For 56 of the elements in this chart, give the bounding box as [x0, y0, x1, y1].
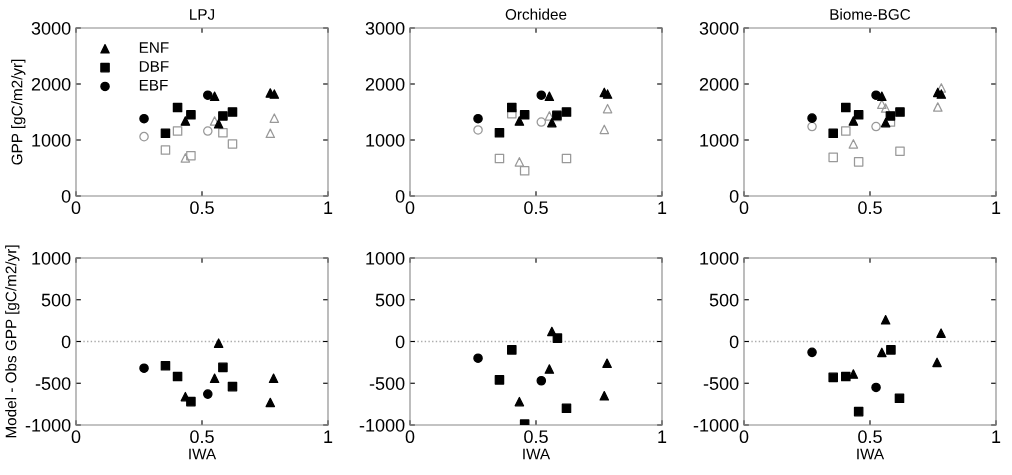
y-tick-label: 2000 — [365, 77, 405, 91]
y-tick-label: 1000 — [32, 251, 71, 265]
x-tick-label: 1 — [324, 430, 333, 443]
x-tick-label: 1 — [324, 201, 333, 214]
y-tick-label: -1000 — [25, 418, 71, 432]
x-tick-label: 0 — [405, 430, 415, 444]
x-tick-label: 1 — [992, 201, 1001, 214]
legend-label: EBF — [139, 79, 168, 91]
x-tick-label: 0.5 — [858, 201, 882, 215]
y-axis-title: Model - Obs GPP [gC/m2/yr] — [5, 245, 20, 438]
x-tick-label: 0.5 — [858, 430, 882, 444]
y-tick-label: 0 — [61, 335, 71, 349]
y-tick-label: 1000 — [366, 251, 405, 265]
x-tick-label: 0 — [739, 430, 749, 444]
y-tick-label: 2000 — [699, 77, 739, 91]
x-tick-label: 0.5 — [524, 430, 548, 444]
x-axis-title: IWA — [857, 448, 885, 460]
y-tick-label: 1000 — [366, 133, 405, 147]
x-tick-label: 0.5 — [524, 201, 548, 215]
x-tick-label: 0 — [71, 430, 81, 444]
y-tick-label: -1000 — [359, 418, 405, 432]
x-tick-label: 0.5 — [190, 430, 214, 444]
x-tick-label: 0 — [71, 201, 81, 215]
chart-title: Orchidee — [505, 8, 567, 20]
y-tick-label: 1000 — [700, 133, 739, 147]
y-tick-label: 3000 — [31, 21, 71, 35]
x-tick-label: 0.5 — [190, 201, 214, 215]
y-tick-label: 0 — [729, 335, 739, 349]
y-tick-label: 0 — [395, 189, 405, 203]
y-tick-label: 1000 — [32, 133, 71, 147]
y-tick-label: 500 — [41, 293, 71, 307]
y-tick-label: 500 — [375, 293, 405, 307]
y-tick-label: 3000 — [365, 21, 405, 35]
x-tick-label: 0 — [405, 201, 415, 215]
y-axis-title: GPP [gC/m2/yr] — [11, 59, 26, 165]
legend-label: ENF — [139, 42, 169, 53]
y-tick-label: 0 — [395, 335, 405, 349]
chart-title: LPJ — [190, 9, 215, 20]
x-axis-title: IWA — [189, 448, 217, 460]
x-axis-title: IWA — [523, 448, 551, 460]
chart-title: Biome-BGC — [830, 8, 911, 20]
y-tick-label: -500 — [35, 377, 71, 390]
x-tick-label: 1 — [658, 430, 667, 443]
x-tick-label: 1 — [658, 201, 667, 214]
y-tick-label: -500 — [703, 377, 739, 390]
y-tick-label: 500 — [709, 293, 739, 307]
y-tick-label: -500 — [369, 377, 405, 390]
y-tick-label: 0 — [729, 189, 739, 203]
x-tick-label: 0 — [739, 201, 749, 215]
y-tick-label: 1000 — [700, 251, 739, 265]
y-tick-label: 3000 — [699, 21, 739, 35]
legend-label: DBF — [139, 61, 169, 72]
y-tick-label: -1000 — [693, 418, 739, 432]
x-tick-label: 1 — [992, 430, 1001, 443]
y-tick-label: 2000 — [31, 77, 71, 91]
y-tick-label: 0 — [61, 189, 71, 203]
